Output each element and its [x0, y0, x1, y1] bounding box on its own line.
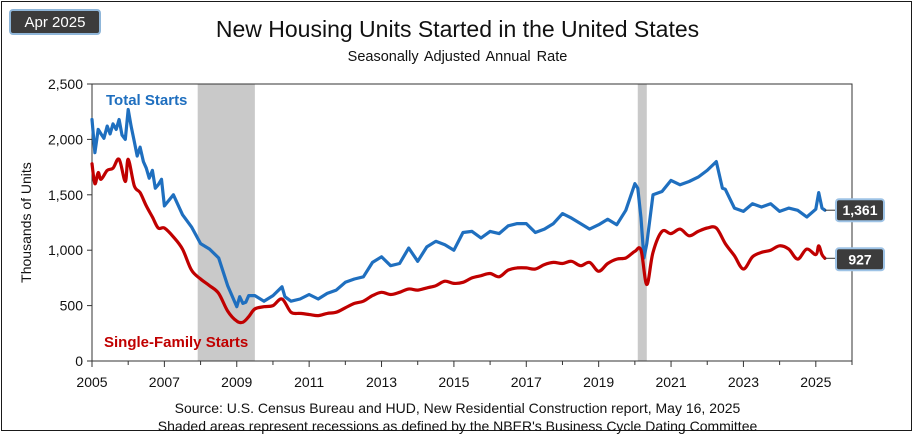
y-tick-label-3: 1,500 — [48, 187, 83, 203]
end-label-box-0 — [835, 198, 885, 223]
y-tick-label-4: 2,000 — [48, 131, 83, 147]
end-label-value-1: 927 — [848, 251, 872, 267]
source-note: Source: U.S. Census Bureau and HUD, New … — [0, 399, 915, 435]
recession-band-0 — [197, 84, 255, 361]
source-line: Source: U.S. Census Bureau and HUD, New … — [174, 400, 741, 416]
series-line-single-family-starts — [90, 157, 827, 325]
chart-title: New Housing Units Started in the United … — [215, 16, 700, 42]
annotation-total-starts: Total Starts — [106, 92, 187, 109]
plot-area — [91, 83, 853, 362]
date-badge: Apr 2025 — [9, 9, 101, 35]
chart-subtitle: Seasonally Adjusted Annual Rate — [347, 49, 568, 65]
x-tick-label-10: 2025 — [800, 374, 831, 390]
y-axis-label: Thousands of Units — [18, 162, 34, 283]
x-tick-label-1: 2007 — [149, 374, 180, 390]
annotation-single-family-starts: Single-Family Starts — [104, 334, 248, 351]
x-tick-label-0: 2005 — [76, 374, 107, 390]
x-tick-label-6: 2017 — [511, 374, 542, 390]
y-tick-label-2: 1,000 — [48, 242, 83, 258]
x-tick-label-9: 2023 — [728, 374, 759, 390]
x-tick-label-8: 2021 — [655, 374, 686, 390]
end-label-box-1 — [835, 247, 885, 272]
y-tick-label-0: 0 — [75, 353, 83, 369]
x-tick-label-3: 2011 — [294, 374, 324, 390]
series-line-total-starts — [90, 107, 827, 309]
x-tick-label-5: 2015 — [438, 374, 469, 390]
y-tick-label-5: 2,500 — [48, 76, 83, 92]
y-tick-label-1: 500 — [60, 298, 84, 314]
x-tick-label-7: 2019 — [583, 374, 614, 390]
x-tick-label-4: 2013 — [366, 374, 397, 390]
end-label-value-0: 1,361 — [842, 202, 877, 218]
x-tick-label-2: 2009 — [221, 374, 252, 390]
recession-note: Shaded areas represent recessions as def… — [157, 418, 758, 434]
